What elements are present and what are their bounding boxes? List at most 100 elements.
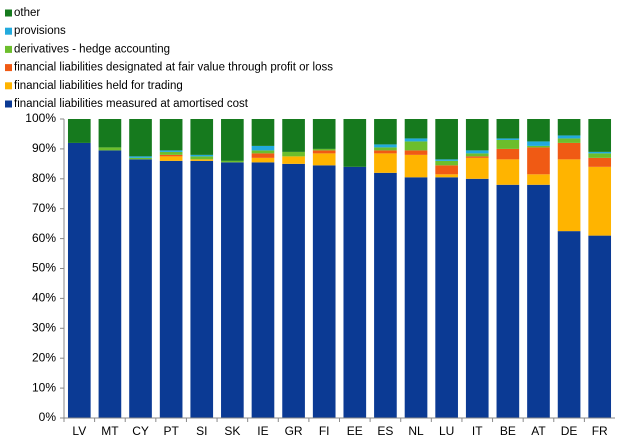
x-tick-label: SI bbox=[196, 424, 207, 438]
bar-segment bbox=[129, 157, 152, 160]
x-tick-label: EE bbox=[347, 424, 363, 438]
bar-segment bbox=[374, 144, 397, 148]
x-tick-label: GR bbox=[285, 424, 303, 438]
bar-segment bbox=[557, 142, 581, 160]
bar-segment bbox=[404, 154, 428, 178]
bar-segment bbox=[98, 147, 122, 151]
y-tick-label: 10% bbox=[32, 380, 56, 394]
bar-segment bbox=[129, 156, 152, 158]
x-tick-label: AT bbox=[531, 424, 546, 438]
y-tick-label: 50% bbox=[32, 261, 56, 275]
bar-segment bbox=[496, 119, 520, 139]
y-tick-label: 70% bbox=[32, 201, 56, 215]
bar-segment bbox=[98, 119, 122, 148]
y-tick-label: 40% bbox=[32, 291, 56, 305]
bar-segment bbox=[435, 160, 458, 166]
y-tick-label: 80% bbox=[32, 171, 56, 185]
bar-segment bbox=[159, 160, 183, 419]
bar-segment bbox=[465, 156, 489, 158]
bar-segment bbox=[343, 166, 367, 418]
bar-segment bbox=[221, 162, 244, 418]
bar-segment bbox=[190, 119, 214, 155]
bar-segment bbox=[435, 165, 458, 175]
bar-segment bbox=[435, 159, 458, 161]
bar-segment bbox=[374, 147, 397, 151]
bar-segment bbox=[282, 119, 305, 152]
bar-segment bbox=[404, 150, 428, 155]
bar-segment bbox=[588, 157, 612, 167]
bar-segment bbox=[404, 177, 428, 418]
bar-segment bbox=[282, 163, 305, 418]
bar-segment bbox=[374, 119, 397, 145]
bar-segment bbox=[527, 147, 550, 175]
legend-swatch bbox=[5, 100, 12, 108]
bar-segment bbox=[588, 235, 612, 418]
bar-segment bbox=[465, 119, 489, 151]
bar-segment bbox=[312, 153, 336, 166]
bar-segment bbox=[129, 159, 152, 419]
legend-label: provisions bbox=[14, 25, 66, 37]
bar-segment bbox=[251, 157, 275, 163]
x-tick-label: SK bbox=[224, 424, 240, 438]
bar-segment bbox=[190, 159, 214, 161]
bar-segment bbox=[282, 151, 305, 157]
bar-segment bbox=[435, 177, 458, 418]
bar-segment bbox=[312, 150, 336, 154]
bar-segment bbox=[527, 184, 550, 418]
y-tick-label: 100% bbox=[25, 111, 56, 125]
bar-segment bbox=[557, 135, 581, 139]
bar-segment bbox=[465, 153, 489, 157]
bar-segment bbox=[190, 160, 214, 419]
legend-swatch bbox=[5, 64, 12, 72]
bar-segment bbox=[404, 138, 428, 142]
bar-segment bbox=[496, 159, 520, 185]
bar-segment bbox=[159, 154, 183, 157]
bar-segment bbox=[557, 138, 581, 143]
bar-segment bbox=[588, 151, 612, 154]
bar-segment bbox=[129, 119, 152, 157]
bar-segment bbox=[496, 138, 520, 140]
legend-label: other bbox=[14, 7, 40, 19]
legend-label: financial liabilities held for trading bbox=[14, 80, 183, 92]
x-tick-label: CY bbox=[132, 424, 149, 438]
x-tick-label: ES bbox=[377, 424, 393, 438]
y-tick-label: 30% bbox=[32, 320, 56, 334]
bar-segment bbox=[312, 148, 336, 151]
y-tick-label: 90% bbox=[32, 141, 56, 155]
bar-segment bbox=[435, 174, 458, 178]
legend-label: derivatives - hedge accounting bbox=[14, 43, 170, 55]
bar-segment bbox=[557, 159, 581, 232]
bar-segment bbox=[465, 178, 489, 418]
bar-segment bbox=[312, 165, 336, 418]
bar-segment bbox=[98, 150, 122, 418]
y-tick-label: 60% bbox=[32, 231, 56, 245]
bar-segment bbox=[251, 145, 275, 151]
y-tick-label: 0% bbox=[39, 410, 57, 424]
bar-segment bbox=[67, 119, 91, 143]
bar-segment bbox=[221, 119, 244, 161]
x-tick-label: PT bbox=[163, 424, 179, 438]
x-tick-label: FR bbox=[592, 424, 608, 438]
x-tick-label: IT bbox=[472, 424, 483, 438]
bar-segment bbox=[159, 151, 183, 155]
legend-label: financial liabilities designated at fair… bbox=[14, 62, 333, 74]
bar-segment bbox=[404, 119, 428, 139]
legend-swatch bbox=[5, 82, 12, 90]
bar-segment bbox=[251, 153, 275, 158]
bar-segment bbox=[374, 153, 397, 173]
bar-segment bbox=[557, 119, 581, 136]
bar-segment bbox=[404, 141, 428, 151]
bar-segment bbox=[527, 174, 550, 185]
bar-segment bbox=[588, 119, 612, 152]
bar-segment bbox=[465, 157, 489, 179]
bar-segment bbox=[374, 172, 397, 418]
bar-segment bbox=[282, 156, 305, 164]
legend-label: financial liabilities measured at amorti… bbox=[14, 98, 249, 110]
legend-swatch bbox=[5, 45, 12, 53]
bar-segment bbox=[67, 142, 91, 419]
bar-segment bbox=[527, 141, 550, 146]
bar-segment bbox=[374, 150, 397, 154]
bar-segment bbox=[557, 231, 581, 418]
bar-segment bbox=[496, 184, 520, 418]
